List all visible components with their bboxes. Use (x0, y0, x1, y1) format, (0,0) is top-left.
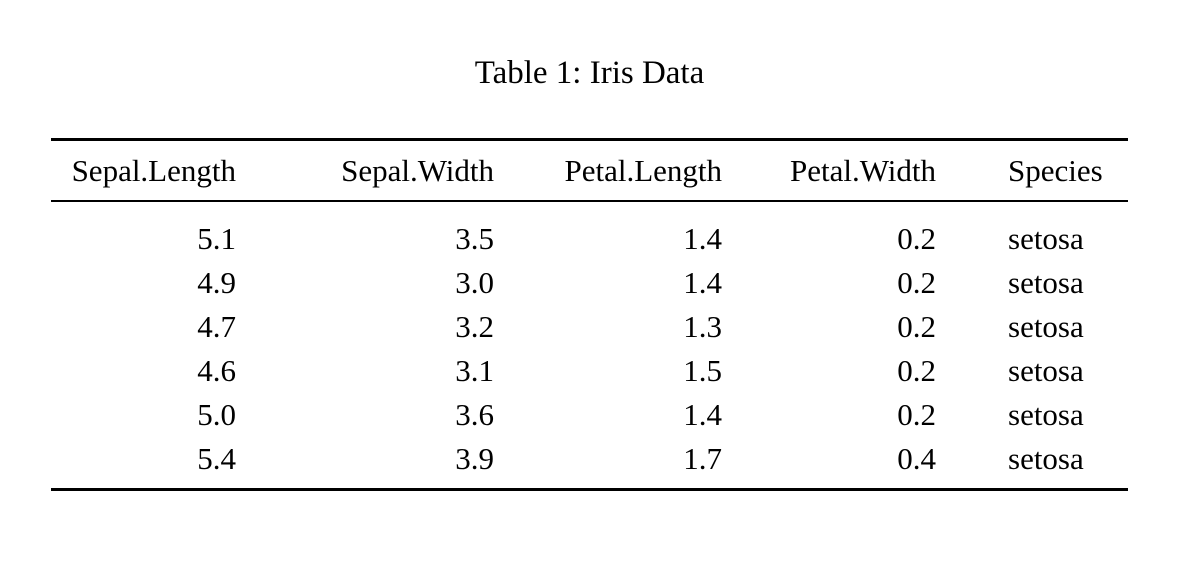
cell-sepal-length: 5.0 (197, 396, 236, 432)
cell-petal-length: 1.5 (683, 352, 722, 388)
cell-petal-length: 1.7 (683, 440, 722, 476)
cell-sepal-width: 3.9 (455, 440, 494, 476)
cell-sepal-width: 3.1 (455, 352, 494, 388)
column-header-sepal-length: Sepal.Length (51, 139, 242, 202)
cell-petal-width: 0.4 (897, 440, 936, 476)
cell-petal-width: 0.2 (897, 308, 936, 344)
cell-petal-width: 0.2 (897, 220, 936, 256)
column-header-sepal-width: Sepal.Width (242, 139, 500, 202)
table-row: 4.6 3.1 1.5 0.2 setosa (51, 348, 1128, 392)
cell-sepal-length: 5.1 (197, 220, 236, 256)
column-header-petal-length: Petal.Length (500, 139, 728, 202)
table-body: 5.1 3.5 1.4 0.2 setosa 4.9 3.0 1.4 0.2 setosa 4.7 3… (51, 201, 1128, 490)
cell-sepal-length: 4.7 (197, 308, 236, 344)
table-row: 5.0 3.6 1.4 0.2 setosa (51, 392, 1128, 436)
cell-species: setosa (1008, 396, 1084, 432)
cell-species: setosa (1008, 264, 1084, 300)
cell-petal-length: 1.3 (683, 308, 722, 344)
cell-petal-width: 0.2 (897, 396, 936, 432)
table-header: Sepal.Length Sepal.Width Petal.Length Petal… (51, 139, 1128, 202)
cell-petal-width: 0.2 (897, 352, 936, 388)
cell-species: setosa (1008, 308, 1084, 344)
table-row: 4.7 3.2 1.3 0.2 setosa (51, 304, 1128, 348)
cell-species: setosa (1008, 220, 1084, 256)
cell-sepal-length: 4.9 (197, 264, 236, 300)
table-header-row: Sepal.Length Sepal.Width Petal.Length Petal… (51, 139, 1128, 202)
table-row: 5.1 3.5 1.4 0.2 setosa (51, 201, 1128, 260)
cell-species: setosa (1008, 352, 1084, 388)
cell-species: setosa (1008, 440, 1084, 476)
iris-data-table: Sepal.Length Sepal.Width Petal.Length Petal… (51, 138, 1128, 491)
table-caption: Table 1: Iris Data (474, 55, 705, 91)
cell-sepal-width: 3.0 (455, 264, 494, 300)
column-header-species: Species (942, 139, 1128, 202)
column-header-petal-width: Petal.Width (728, 139, 942, 202)
cell-petal-length: 1.4 (683, 220, 722, 256)
cell-sepal-width: 3.6 (455, 396, 494, 432)
cell-petal-length: 1.4 (683, 264, 722, 300)
cell-petal-length: 1.4 (683, 396, 722, 432)
cell-sepal-width: 3.2 (455, 308, 494, 344)
cell-petal-width: 0.2 (897, 264, 936, 300)
cell-sepal-width: 3.5 (455, 220, 494, 256)
cell-sepal-length: 5.4 (197, 440, 236, 476)
table-row: 5.4 3.9 1.7 0.4 setosa (51, 436, 1128, 490)
table-row: 4.9 3.0 1.4 0.2 setosa (51, 260, 1128, 304)
cell-sepal-length: 4.6 (197, 352, 236, 388)
